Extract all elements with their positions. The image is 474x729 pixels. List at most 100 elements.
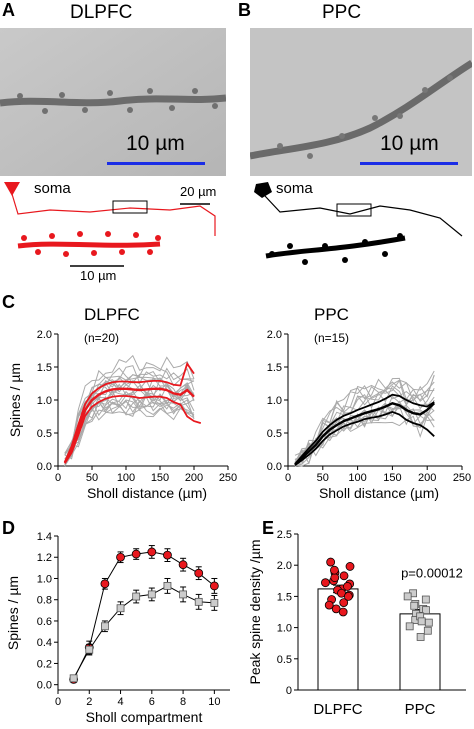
y-tick-label: 0.2 <box>37 658 52 670</box>
dlpfc-tracing <box>4 182 216 267</box>
ppc-micrograph: 10 µm <box>250 28 472 176</box>
y-tick-label: 1.5 <box>267 362 282 374</box>
y-tick-label: 0.0 <box>37 461 52 473</box>
y-tick-label: 1.0 <box>37 573 52 585</box>
y-tick-label: 1.0 <box>37 395 52 407</box>
y-tick-label: 0.6 <box>37 616 52 628</box>
data-point-dlpfc <box>100 579 110 589</box>
data-point-dlpfc <box>326 557 336 567</box>
data-point-ppc <box>424 618 433 627</box>
y-tick-label: 0.5 <box>267 428 282 440</box>
x-category-label: PPC <box>405 701 436 718</box>
panel-c-label: C <box>2 292 15 312</box>
data-point-ppc <box>116 604 125 613</box>
data-point-dlpfc <box>330 573 340 583</box>
y-tick-label: 0.0 <box>37 680 52 692</box>
upper-line <box>63 361 195 463</box>
data-point-dlpfc <box>343 592 353 601</box>
y-axis-label: Peak spine density /µm <box>247 539 263 684</box>
mean-line <box>294 402 436 466</box>
data-point-ppc <box>101 622 109 631</box>
dlpfc-photo-scalebar <box>107 162 205 165</box>
x-tick-label: 50 <box>86 472 98 484</box>
y-tick-label: 0.0 <box>267 461 282 473</box>
x-tick-label: 2 <box>86 696 92 708</box>
data-point-dlpfc <box>343 582 352 591</box>
data-point-ppc <box>403 592 412 601</box>
y-tick-label: 0.5 <box>277 654 292 666</box>
data-point-dlpfc <box>194 568 204 578</box>
upper-line <box>294 393 435 465</box>
chart-title: PPC <box>314 305 349 324</box>
y-tick-label: 0.8 <box>37 595 52 607</box>
bar-dlpfc <box>317 588 359 691</box>
dlpfc-soma-icon <box>4 182 20 196</box>
chart-title: DLPFC <box>84 305 140 324</box>
y-axis-label: Spines / µm <box>7 363 23 437</box>
data-point-ppc <box>210 599 219 607</box>
data-point-ppc <box>69 674 78 683</box>
x-tick-label: 6 <box>149 696 155 708</box>
x-tick-label: 10 <box>208 696 220 708</box>
ppc-photo-scalebar <box>360 162 458 165</box>
y-tick-label: 2.5 <box>277 529 292 541</box>
y-tick-label: 2.0 <box>37 329 52 341</box>
x-tick-label: 100 <box>117 472 135 484</box>
data-point-dlpfc <box>330 565 339 575</box>
panel-b-label: B <box>238 0 251 20</box>
individual-neuron-line <box>64 354 195 454</box>
individual-neuron-line <box>294 379 435 462</box>
data-point-dlpfc <box>163 550 172 560</box>
x-axis-label: Sholl distance (µm) <box>319 485 439 501</box>
dlpfc-trace-scale-text: 20 µm <box>180 184 217 199</box>
panel-d-label: D <box>2 518 15 538</box>
dlpfc-zoom-scale-text: 10 µm <box>80 268 117 283</box>
x-tick-label: 250 <box>219 472 237 484</box>
data-point-ppc <box>194 597 203 606</box>
y-tick-label: 1.2 <box>37 552 52 564</box>
data-point-dlpfc <box>131 549 141 559</box>
dlpfc-photo-scale-text: 10 µm <box>126 132 185 155</box>
data-point-dlpfc <box>116 552 125 562</box>
y-tick-label: 2.0 <box>267 329 282 341</box>
data-point-ppc <box>405 622 414 631</box>
y-tick-label: 0.5 <box>37 428 52 440</box>
chart-d: 0 2 4 6 8 10 0.0 0.2 0.4 0.6 0.8 1.0 1.2 1.4 Sholl com… <box>5 531 230 725</box>
x-tick-label: 250 <box>453 472 471 484</box>
y-tick-label: 2.0 <box>277 560 292 572</box>
series-line-dlpfc <box>73 551 215 680</box>
data-point-dlpfc <box>324 600 334 610</box>
y-tick-label: 1.5 <box>37 362 52 374</box>
ppc-photo-scale-text: 10 µm <box>380 132 439 155</box>
individual-neuron-line <box>64 393 195 467</box>
data-point-ppc <box>423 626 432 635</box>
y-tick-label: 1.0 <box>267 395 282 407</box>
data-point-dlpfc <box>345 562 355 571</box>
ppc-micrograph-image <box>250 28 472 176</box>
x-tick-label: 100 <box>348 472 366 484</box>
y-tick-label: 1.0 <box>277 623 292 635</box>
ppc-soma-icon <box>254 182 272 198</box>
individual-neuron-line <box>294 374 435 467</box>
x-tick-label: 200 <box>185 472 203 484</box>
data-point-ppc <box>132 592 141 601</box>
individual-neuron-line <box>294 375 435 462</box>
series-line-ppc <box>73 585 215 679</box>
x-tick-label: 50 <box>317 472 329 484</box>
data-point-dlpfc <box>209 581 219 591</box>
panel-a-title: DLPFC <box>70 2 133 23</box>
panel-b-title: PPC <box>322 2 362 23</box>
data-point-ppc <box>421 595 430 604</box>
x-axis-label: Sholl compartment <box>86 709 203 725</box>
chart-e: 0 0.5 1.0 1.5 2.0 2.5 Peak spine density /µm DL… <box>247 529 466 718</box>
data-point-ppc <box>85 645 94 654</box>
x-tick-label: 150 <box>383 472 401 484</box>
x-tick-label: 4 <box>117 696 123 708</box>
chart-c-dlpfc: 0 50 100 150 200 250 0.0 0.5 1.0 1.5 2.0 DLPFC (n=20… <box>7 305 237 501</box>
x-tick-label: 0 <box>285 472 291 484</box>
x-axis-label: Sholl distance (µm) <box>87 485 207 501</box>
data-point-dlpfc <box>339 571 349 581</box>
dlpfc-soma-label: soma <box>34 180 71 197</box>
data-point-dlpfc <box>178 560 188 570</box>
x-tick-label: 200 <box>418 472 436 484</box>
